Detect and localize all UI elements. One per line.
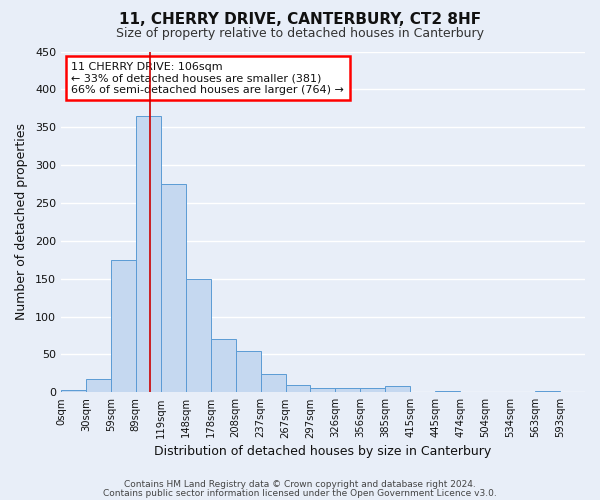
Text: Size of property relative to detached houses in Canterbury: Size of property relative to detached ho… xyxy=(116,28,484,40)
Bar xyxy=(111,260,136,392)
Bar xyxy=(310,388,335,392)
Bar xyxy=(236,350,260,393)
Bar xyxy=(86,378,111,392)
Bar xyxy=(286,384,310,392)
Text: 11 CHERRY DRIVE: 106sqm
← 33% of detached houses are smaller (381)
66% of semi-d: 11 CHERRY DRIVE: 106sqm ← 33% of detache… xyxy=(71,62,344,95)
Text: 11, CHERRY DRIVE, CANTERBURY, CT2 8HF: 11, CHERRY DRIVE, CANTERBURY, CT2 8HF xyxy=(119,12,481,28)
Bar xyxy=(385,386,410,392)
Bar xyxy=(161,184,186,392)
Bar xyxy=(335,388,361,392)
Y-axis label: Number of detached properties: Number of detached properties xyxy=(15,124,28,320)
Text: Contains HM Land Registry data © Crown copyright and database right 2024.: Contains HM Land Registry data © Crown c… xyxy=(124,480,476,489)
X-axis label: Distribution of detached houses by size in Canterbury: Distribution of detached houses by size … xyxy=(154,444,491,458)
Bar xyxy=(435,391,460,392)
Bar xyxy=(136,116,161,392)
Bar xyxy=(61,390,86,392)
Bar xyxy=(535,391,560,392)
Bar xyxy=(211,340,236,392)
Bar xyxy=(186,278,211,392)
Bar xyxy=(361,388,385,392)
Text: Contains public sector information licensed under the Open Government Licence v3: Contains public sector information licen… xyxy=(103,488,497,498)
Bar xyxy=(260,374,286,392)
